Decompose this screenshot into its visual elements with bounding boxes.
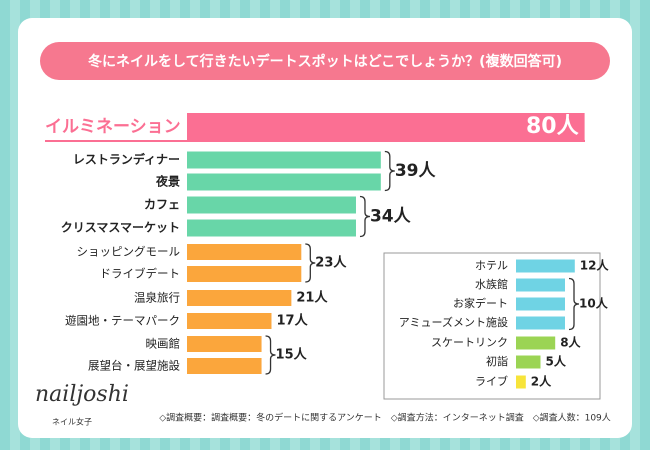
footer: ◇調査概要：調査概要：冬のデートに関するアンケート ◇調査方法：インターネット調… — [159, 412, 611, 424]
category-label: ライブ — [475, 374, 508, 388]
category-label: アミューズメント施設 — [399, 315, 508, 329]
category-label: 展望台・展望施設 — [88, 359, 180, 373]
bar — [516, 336, 556, 350]
category-label: ホテル — [475, 259, 508, 272]
category-label: イルミネーション — [45, 117, 181, 137]
value-label: 21人 — [296, 290, 328, 306]
category-label: 水族館 — [475, 277, 508, 291]
bar — [516, 278, 565, 292]
category-label: 映画館 — [146, 337, 181, 351]
bar — [187, 290, 292, 306]
category-label: カフェ — [144, 198, 180, 212]
bracket — [568, 277, 580, 331]
bar — [187, 196, 356, 214]
logo: nailjoshi — [35, 382, 129, 407]
bar — [187, 313, 272, 329]
category-label: 遊園地・テーマパーク — [65, 314, 180, 328]
category-label: 温泉旅行 — [134, 291, 180, 305]
value-label: 34人 — [370, 207, 412, 227]
value-label: 12人 — [580, 258, 610, 273]
bar — [187, 358, 262, 374]
bar — [187, 173, 381, 191]
value-label: 8人 — [560, 335, 581, 350]
bar — [187, 219, 356, 237]
value-label: 5人 — [546, 354, 567, 369]
value-label: 2人 — [531, 374, 552, 389]
bar — [516, 259, 575, 273]
value-label: 10人 — [579, 296, 609, 311]
value-label: 17人 — [276, 313, 308, 329]
category-label: 夜景 — [155, 174, 180, 189]
bar — [187, 336, 262, 352]
bracket — [384, 150, 395, 192]
bracket — [265, 335, 276, 375]
title-banner — [40, 42, 610, 80]
value-label: 80人 — [526, 114, 579, 139]
bar — [516, 375, 526, 389]
value-label: 15人 — [276, 347, 308, 363]
value-label: 23人 — [315, 255, 347, 271]
bracket — [305, 243, 316, 283]
bar — [187, 151, 381, 169]
bar — [187, 244, 302, 260]
bar — [516, 355, 541, 369]
category-label: レストランディナー — [73, 152, 180, 167]
category-label: クリスマスマーケット — [61, 221, 180, 235]
chart-title: 冬にネイルをして行きたいデートスポットはどこでしょうか？(複数回答可) — [88, 53, 562, 70]
bar — [516, 316, 565, 330]
bar — [187, 266, 302, 282]
value-label: 39人 — [395, 161, 437, 181]
bar — [187, 113, 585, 141]
category-label: 初詣 — [486, 354, 508, 368]
bar — [516, 297, 565, 311]
bracket — [359, 195, 371, 238]
logo-subtitle: ネイル女子 — [52, 417, 92, 427]
category-label: お家デート — [453, 296, 508, 310]
category-label: スケートリンク — [431, 336, 508, 349]
category-label: ドライブデート — [100, 267, 181, 281]
category-label: ショッピングモール — [77, 245, 181, 259]
